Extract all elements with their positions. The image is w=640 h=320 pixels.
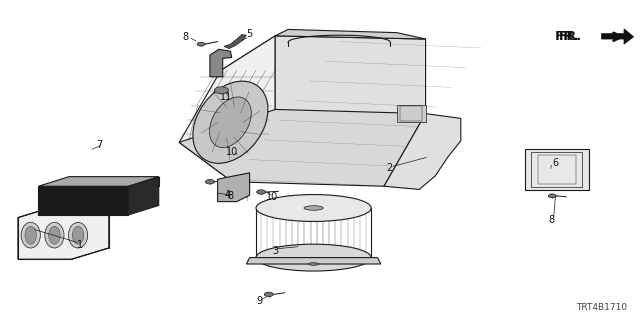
Text: 4: 4 xyxy=(224,190,230,200)
Polygon shape xyxy=(38,186,128,215)
Text: 9: 9 xyxy=(256,296,262,307)
Ellipse shape xyxy=(68,222,88,248)
Bar xyxy=(525,149,589,190)
Ellipse shape xyxy=(256,244,371,271)
Text: TRT4B1710: TRT4B1710 xyxy=(576,303,627,312)
Text: 11: 11 xyxy=(220,92,232,102)
Text: 10: 10 xyxy=(266,192,278,202)
Ellipse shape xyxy=(209,97,252,148)
Polygon shape xyxy=(179,109,426,186)
Ellipse shape xyxy=(257,190,266,194)
Text: 1: 1 xyxy=(77,240,83,250)
Text: 6: 6 xyxy=(552,157,559,168)
Ellipse shape xyxy=(205,180,214,184)
Polygon shape xyxy=(275,36,426,186)
Text: FR.: FR. xyxy=(559,30,582,43)
Polygon shape xyxy=(128,177,159,215)
Ellipse shape xyxy=(197,42,205,46)
Polygon shape xyxy=(275,29,426,39)
Text: 5: 5 xyxy=(246,28,253,39)
Ellipse shape xyxy=(304,206,323,210)
Bar xyxy=(400,106,422,121)
Ellipse shape xyxy=(72,226,84,244)
Text: 10: 10 xyxy=(225,147,238,157)
Ellipse shape xyxy=(21,222,40,248)
Ellipse shape xyxy=(308,263,319,265)
Ellipse shape xyxy=(256,195,371,221)
Polygon shape xyxy=(18,206,109,259)
Polygon shape xyxy=(384,114,461,189)
Bar xyxy=(531,152,582,187)
Polygon shape xyxy=(218,173,250,202)
Ellipse shape xyxy=(548,194,556,198)
Polygon shape xyxy=(210,49,232,77)
Polygon shape xyxy=(221,36,426,74)
Ellipse shape xyxy=(193,81,268,163)
Text: 2: 2 xyxy=(386,163,392,173)
Text: 8: 8 xyxy=(182,32,189,42)
Text: FR.: FR. xyxy=(554,30,579,43)
Polygon shape xyxy=(38,177,159,186)
Text: 8: 8 xyxy=(548,215,555,225)
Bar xyxy=(538,155,576,184)
Polygon shape xyxy=(224,35,246,49)
Polygon shape xyxy=(69,177,159,186)
Ellipse shape xyxy=(264,292,273,297)
Text: 8: 8 xyxy=(227,191,234,201)
Polygon shape xyxy=(179,36,275,182)
Ellipse shape xyxy=(25,226,36,244)
Bar xyxy=(397,105,426,122)
Ellipse shape xyxy=(214,87,228,94)
Text: 7: 7 xyxy=(96,140,102,150)
Ellipse shape xyxy=(45,222,64,248)
Polygon shape xyxy=(602,29,634,44)
Ellipse shape xyxy=(49,226,60,244)
Text: 3: 3 xyxy=(272,246,278,256)
Polygon shape xyxy=(246,258,381,264)
